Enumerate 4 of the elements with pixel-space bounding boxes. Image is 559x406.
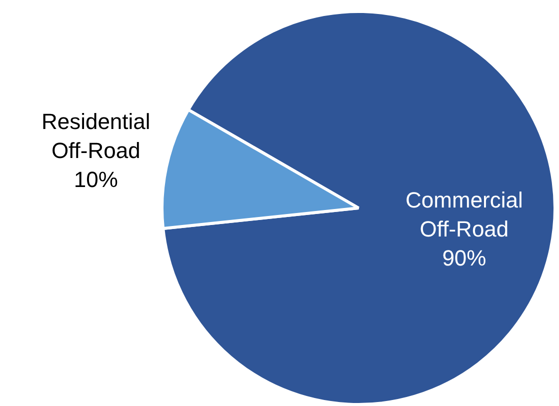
slice-label: Commercial Off-Road xyxy=(406,188,523,242)
data-label: 10% xyxy=(74,167,118,192)
data-label: 90% xyxy=(442,246,486,271)
slice-label: Residential Off-Road xyxy=(41,109,150,164)
